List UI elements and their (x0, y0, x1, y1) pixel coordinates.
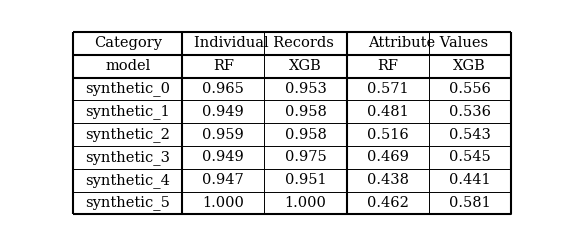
Text: synthetic_5: synthetic_5 (86, 195, 170, 210)
Text: synthetic_0: synthetic_0 (86, 81, 170, 96)
Text: RF: RF (377, 59, 398, 73)
Text: 0.438: 0.438 (367, 173, 409, 187)
Text: 0.581: 0.581 (449, 196, 491, 210)
Text: synthetic_2: synthetic_2 (86, 127, 170, 142)
Text: 0.556: 0.556 (449, 82, 491, 96)
Text: 1.000: 1.000 (202, 196, 244, 210)
Text: 0.481: 0.481 (367, 105, 409, 119)
Text: synthetic_1: synthetic_1 (86, 104, 170, 119)
Text: 0.949: 0.949 (202, 150, 244, 164)
Text: 0.516: 0.516 (367, 128, 409, 142)
Text: model: model (105, 59, 150, 73)
Text: 0.958: 0.958 (284, 105, 327, 119)
Text: 0.543: 0.543 (449, 128, 491, 142)
Text: Individual Records: Individual Records (194, 37, 335, 51)
Text: XGB: XGB (453, 59, 486, 73)
Text: RF: RF (213, 59, 234, 73)
Text: 0.469: 0.469 (367, 150, 409, 164)
Text: 0.462: 0.462 (367, 196, 409, 210)
Text: 0.536: 0.536 (449, 105, 491, 119)
Text: 0.571: 0.571 (367, 82, 408, 96)
Text: 0.958: 0.958 (284, 128, 327, 142)
Text: 0.951: 0.951 (284, 173, 326, 187)
Text: 0.959: 0.959 (202, 128, 244, 142)
Text: synthetic_4: synthetic_4 (86, 173, 170, 188)
Text: 0.975: 0.975 (284, 150, 326, 164)
Text: 0.953: 0.953 (284, 82, 327, 96)
Text: 0.965: 0.965 (202, 82, 244, 96)
Text: 1.000: 1.000 (284, 196, 327, 210)
Text: XGB: XGB (289, 59, 322, 73)
Text: 0.949: 0.949 (202, 105, 244, 119)
Text: 0.947: 0.947 (202, 173, 244, 187)
Text: Category: Category (94, 37, 162, 51)
Text: 0.545: 0.545 (449, 150, 491, 164)
Text: Attribute Values: Attribute Values (369, 37, 488, 51)
Text: synthetic_3: synthetic_3 (86, 150, 170, 165)
Text: 0.441: 0.441 (449, 173, 491, 187)
